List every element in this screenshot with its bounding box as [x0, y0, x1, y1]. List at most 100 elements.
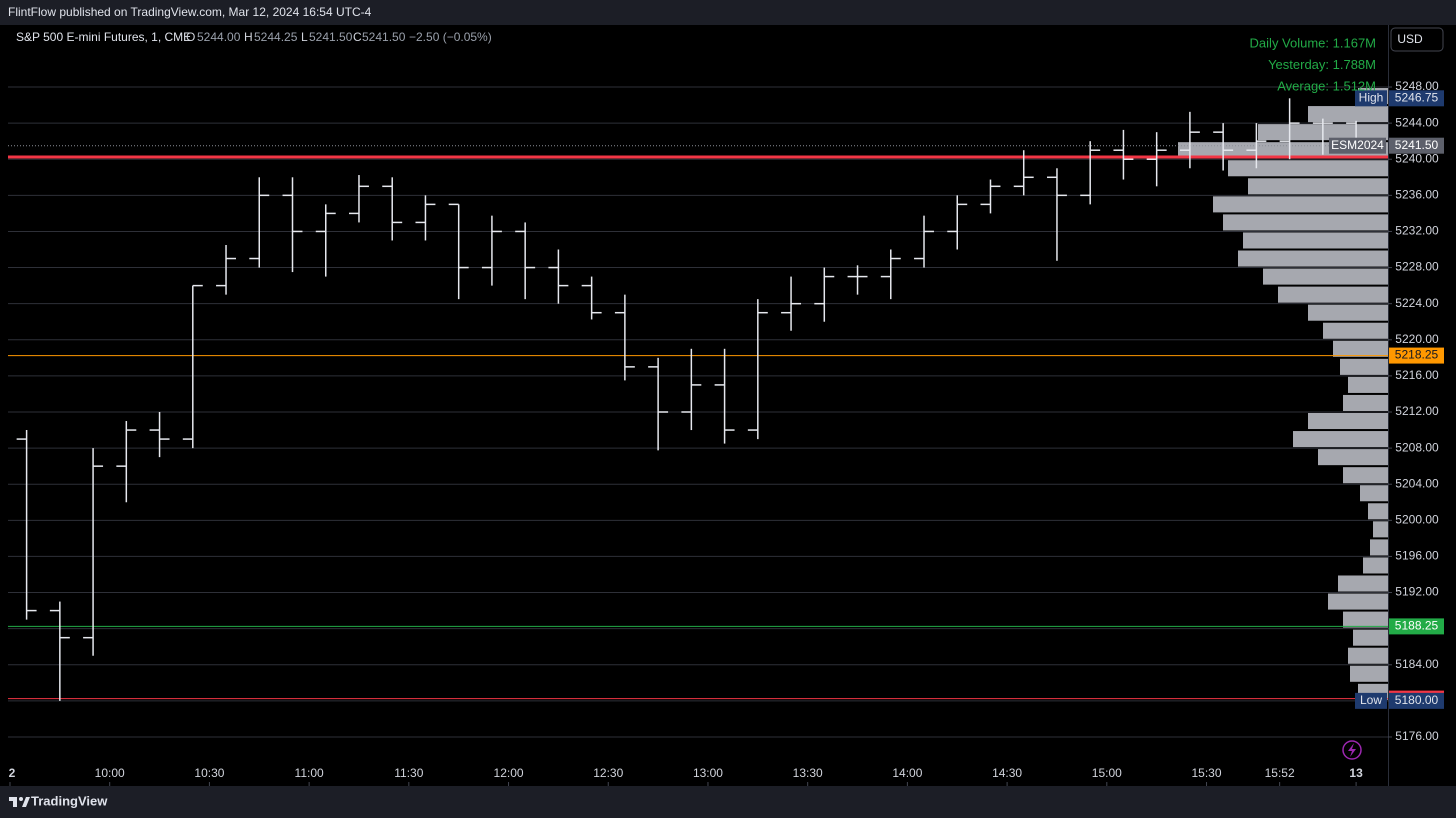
profile-bar [1368, 503, 1388, 520]
x-tick-label: 15:30 [1192, 766, 1222, 780]
profile-bar [1373, 521, 1388, 538]
price-bars [16, 98, 1367, 701]
y-tick-label: 5176.00 [1395, 729, 1439, 743]
logo-dot [19, 797, 23, 801]
profile-bar [1308, 412, 1388, 430]
profile-bar [1370, 539, 1388, 556]
volume-stat: Daily Volume: 1.167M [1250, 35, 1376, 50]
published-note: FlintFlow published on TradingView.com, … [8, 5, 372, 19]
volume-stat: Average: 1.512M [1277, 78, 1376, 93]
profile-bar [1213, 196, 1388, 213]
profile-bar [1278, 286, 1388, 303]
x-tick-label: 13 [1349, 766, 1363, 780]
alert-icon[interactable] [1342, 740, 1362, 760]
x-tick-label: 10:30 [194, 766, 224, 780]
x-tick-label: 15:52 [1265, 766, 1295, 780]
profile-bar [1318, 449, 1388, 466]
legend-key: H [244, 30, 253, 44]
x-tick-label: 11:00 [295, 766, 324, 780]
header-bar [0, 0, 1456, 25]
x-tick-label: 12:30 [593, 766, 623, 780]
profile-bar [1308, 106, 1388, 123]
profile-bar [1350, 665, 1388, 682]
x-tick-label: 13:00 [693, 766, 723, 780]
marker-value: 5180.00 [1395, 693, 1439, 707]
x-tick-label: 11:30 [394, 766, 423, 780]
axes: 5176.005180.005184.005188.005192.005196.… [9, 79, 1444, 786]
marker-name-box [1355, 692, 1387, 709]
y-tick-label: 5208.00 [1395, 440, 1439, 454]
x-tick-label: 13:30 [793, 766, 823, 780]
level-label: 5188.25 [1395, 619, 1439, 633]
x-tick-label: 14:30 [992, 766, 1022, 780]
profile-bar [1340, 358, 1388, 375]
profile-bar [1333, 340, 1388, 357]
profile-bar [1308, 304, 1388, 321]
currency-button[interactable] [1390, 27, 1444, 52]
level-label-box [1389, 618, 1444, 635]
marker-name-box [1355, 90, 1387, 107]
y-tick-label: 5212.00 [1395, 404, 1439, 418]
profile-bar [1293, 431, 1388, 448]
x-tick-label: 12:00 [494, 766, 524, 780]
y-tick-label: 5232.00 [1395, 224, 1439, 238]
y-tick-label: 5204.00 [1395, 476, 1439, 490]
current-price-box [1389, 137, 1444, 154]
level-label-box [1389, 347, 1444, 364]
grid [8, 86, 1388, 738]
profile-bar [1263, 268, 1388, 285]
x-tick-label: 10:00 [95, 766, 125, 780]
footer-logo [9, 797, 30, 807]
legend-change: −2.50 (−0.05%) [409, 30, 492, 44]
logo-slash [22, 797, 30, 807]
y-tick-label: 5196.00 [1395, 549, 1439, 563]
profile-bar [1328, 593, 1388, 610]
y-tick-label: 5200.00 [1395, 512, 1439, 526]
logo-mark [9, 797, 17, 807]
y-tick-label: 5248.00 [1395, 79, 1439, 93]
marker-value: 5246.75 [1395, 90, 1439, 104]
profile-bar [1363, 557, 1388, 574]
current-name: ESM2024 [1331, 138, 1384, 152]
profile-bar [1343, 467, 1388, 484]
level-label: 5218.25 [1395, 348, 1439, 362]
y-tick-label: 5184.00 [1395, 657, 1439, 671]
marker-name: Low [1360, 693, 1382, 707]
alert-bolt [1348, 743, 1356, 757]
legend: S&P 500 E-mini Futures, 1, CME O 5244.00… [16, 30, 492, 44]
footer-brand: TradingView [31, 793, 108, 808]
x-tick-label: 14:00 [892, 766, 922, 780]
volume-stat: Yesterday: 1.788M [1268, 57, 1376, 72]
volume-profile [1178, 88, 1388, 700]
legend-key: C [353, 30, 362, 44]
levels [8, 145, 1388, 700]
legend-value: 5244.25 [254, 30, 298, 44]
profile-bar [1228, 160, 1388, 177]
legend-value: 5244.00 [197, 30, 241, 44]
legend-key: L [301, 30, 308, 44]
profile-bar [1248, 178, 1388, 195]
y-tick-label: 5244.00 [1395, 115, 1439, 129]
current-price-label: 5241.50 [1395, 138, 1439, 152]
profile-bar [1323, 322, 1388, 339]
y-tick-label: 5220.00 [1395, 332, 1439, 346]
legend-key: O [186, 30, 195, 44]
legend-value: 5241.50 [362, 30, 406, 44]
profile-bar [1343, 611, 1388, 628]
profile-bar [1338, 575, 1388, 592]
symbol: S&P 500 E-mini Futures, 1, CME [16, 30, 191, 44]
marker-name: High [1359, 90, 1384, 104]
currency-label[interactable]: USD [1397, 32, 1423, 46]
profile-bar [1243, 232, 1388, 249]
profile-bar [1348, 647, 1388, 664]
legend-value: 5241.50 [309, 30, 353, 44]
y-tick-label: 5216.00 [1395, 368, 1439, 382]
x-tick-label: 15:00 [1092, 766, 1122, 780]
profile-bar [1343, 394, 1388, 411]
profile-bar [1360, 485, 1388, 502]
y-tick-label: 5236.00 [1395, 188, 1439, 202]
x-tick-label: 2 [9, 766, 16, 780]
y-tick-label: 5192.00 [1395, 585, 1439, 599]
